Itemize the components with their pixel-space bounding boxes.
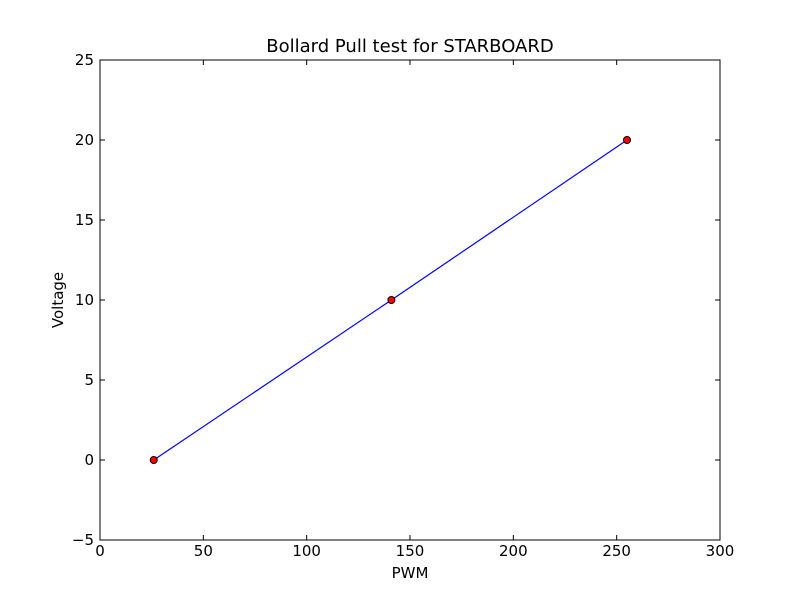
plot-area [100,60,720,540]
y-tick-label: 10 [75,291,94,309]
series-layer [149,136,631,464]
data-point [149,456,158,464]
x-tick-label: 200 [499,542,528,560]
chart-title: Bollard Pull test for STARBOARD [266,36,553,57]
x-tick-label: 0 [95,542,105,560]
x-tick-label: 250 [602,542,631,560]
y-tick-label: −5 [72,531,94,549]
y-tick-label: 15 [75,211,94,229]
data-point [387,296,396,304]
y-tick-label: 5 [84,371,94,389]
x-tick-label: 300 [706,542,735,560]
y-tick-label: 20 [75,131,94,149]
y-axis-label: Voltage [49,272,67,328]
y-tick-label: 25 [75,51,94,69]
y-tick-label: 0 [84,451,94,469]
x-tick-label: 100 [292,542,321,560]
x-tick-label: 50 [194,542,213,560]
data-point [623,136,631,144]
x-tick-label: 150 [396,542,425,560]
x-axis-label: PWM [392,564,429,582]
